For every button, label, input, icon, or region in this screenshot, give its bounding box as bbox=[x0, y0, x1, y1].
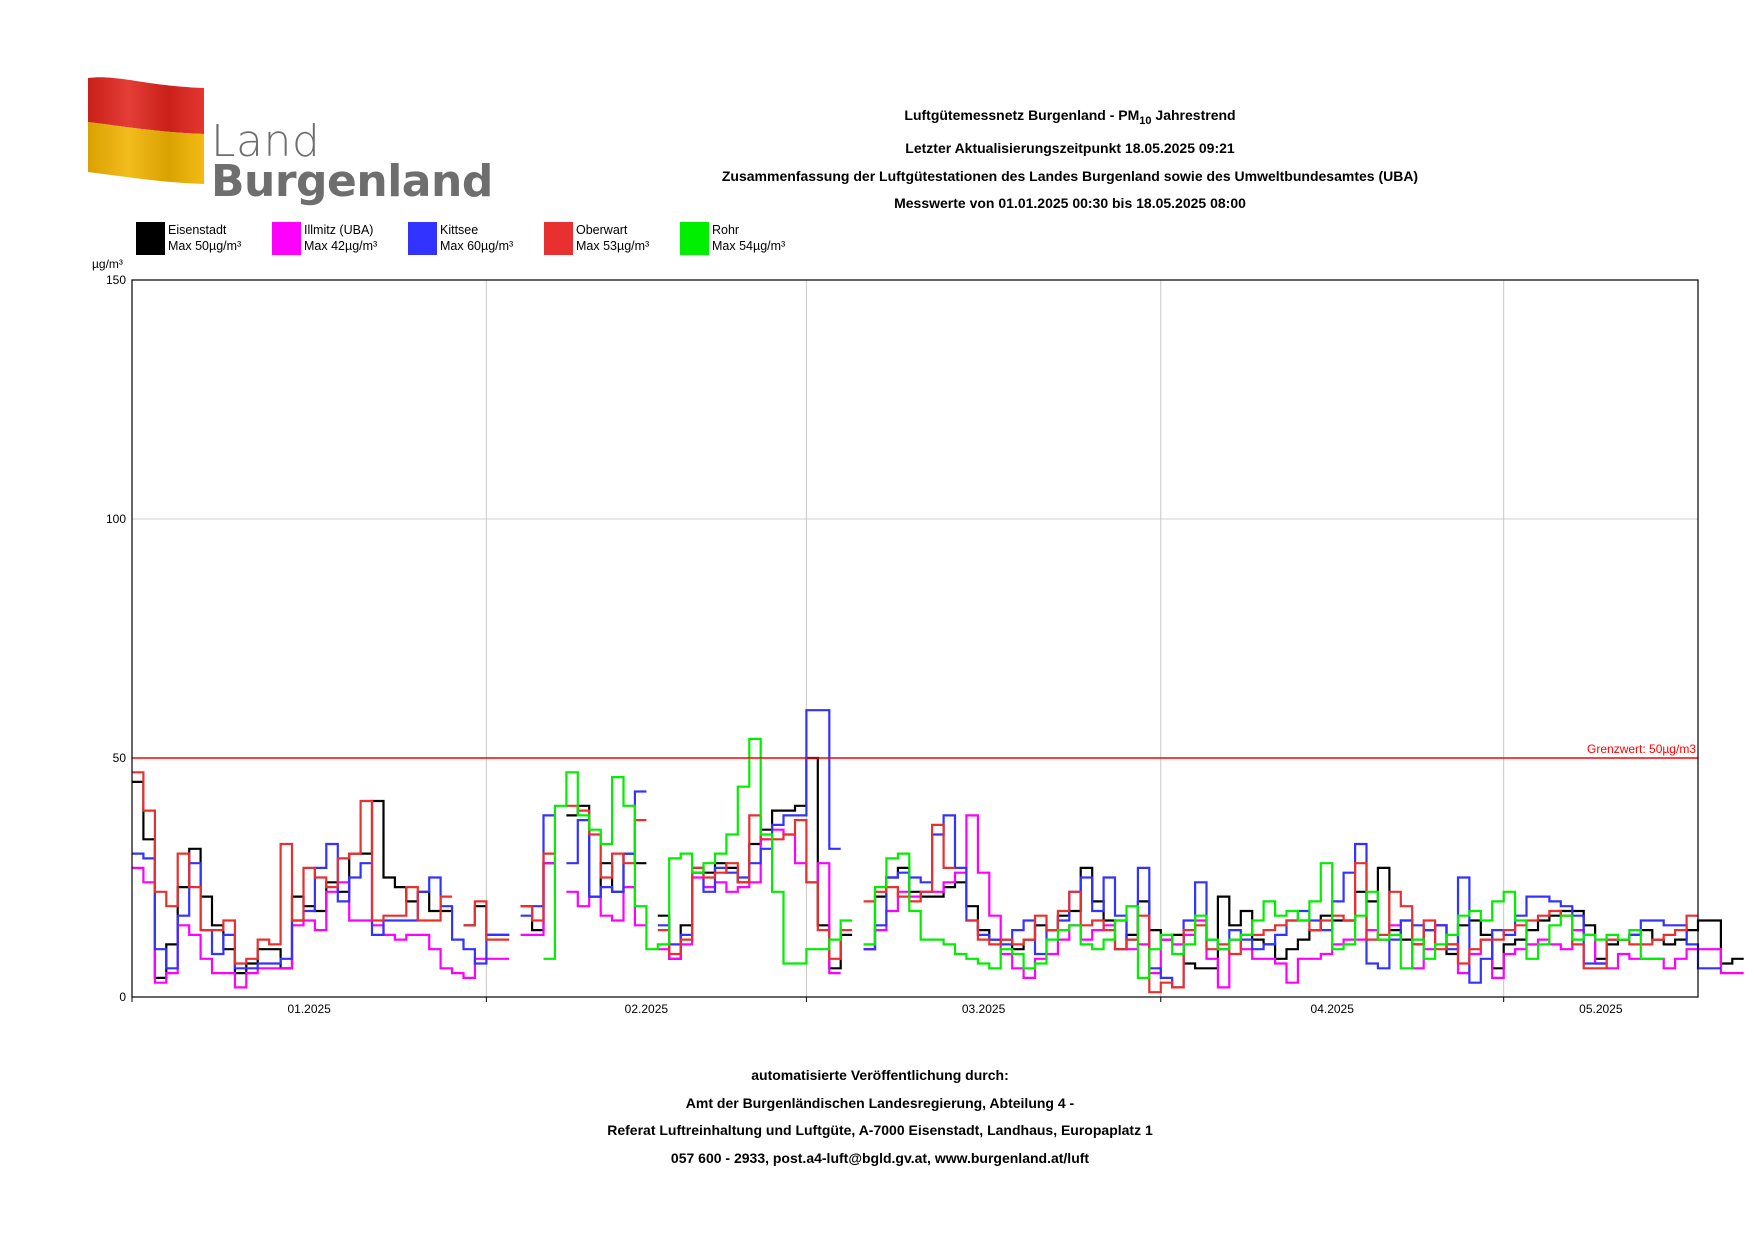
x-tick-label: 05.2025 bbox=[1579, 1002, 1623, 1016]
logo-line1: Land bbox=[211, 116, 321, 167]
footer-line1: automatisierte Veröffentlichung durch: bbox=[751, 1067, 1009, 1083]
legend-swatch bbox=[272, 222, 301, 255]
x-tick-label: 01.2025 bbox=[287, 1002, 331, 1016]
axes: 0 50 100 150 01.2025 02.2025 03.2025 04.2025 05.… bbox=[106, 273, 1699, 1016]
x-tick-label: 02.2025 bbox=[625, 1002, 669, 1016]
measurement-range: Messwerte von 01.01.2025 00:30 bis 18.05… bbox=[894, 195, 1246, 212]
title-prefix: Luftgütemessnetz Burgenland - PM bbox=[904, 107, 1140, 123]
flag-icon bbox=[88, 77, 204, 184]
title-subscript: 10 bbox=[1139, 114, 1152, 127]
series-rohr bbox=[543, 737, 1664, 979]
series-illmitz-uba bbox=[132, 814, 1744, 989]
legend-swatch bbox=[136, 222, 165, 255]
legend-name: Kittsee bbox=[440, 223, 479, 237]
series-oberwart bbox=[132, 771, 1698, 994]
y-tick-label: 100 bbox=[106, 512, 126, 526]
footer-line4: 057 600 - 2933, post.a4-luft@bgld.gv.at,… bbox=[670, 1149, 1090, 1166]
legend-max: Max 53µg/m³ bbox=[576, 239, 650, 253]
series-eisenstadt bbox=[132, 756, 1744, 979]
title-suffix: Jahrestrend bbox=[1151, 107, 1236, 123]
grid bbox=[132, 280, 1698, 997]
footer-line3: Referat Luftreinhaltung und Luftgüte, A-… bbox=[607, 1122, 1153, 1138]
legend-item-rohr: Rohr Max 54µg/m³ bbox=[680, 222, 815, 256]
plot-frame bbox=[131, 279, 1699, 998]
series-kittsee bbox=[132, 709, 1721, 989]
legend-max: Max 54µg/m³ bbox=[712, 239, 786, 253]
report-title: Luftgütemessnetz Burgenland - PM10 Jahre… bbox=[600, 102, 1540, 135]
logo-line2: Burgenland bbox=[211, 156, 493, 207]
legend-max: Max 42µg/m³ bbox=[304, 239, 378, 253]
legend-name: Oberwart bbox=[576, 223, 628, 237]
legend-item-eisenstadt: Eisenstadt Max 50µg/m³ bbox=[136, 222, 271, 256]
legend-swatch bbox=[408, 222, 437, 255]
legend-item-kittsee: Kittsee Max 60µg/m³ bbox=[408, 222, 543, 256]
x-tick-label: 03.2025 bbox=[962, 1002, 1006, 1016]
land-burgenland-logo: Land Burgenland bbox=[86, 76, 493, 207]
y-axis-unit: µg/m³ bbox=[92, 257, 123, 271]
legend-name: Illmitz (UBA) bbox=[304, 223, 374, 237]
y-tick-label: 0 bbox=[119, 990, 126, 1004]
legend-max: Max 60µg/m³ bbox=[440, 239, 514, 253]
y-tick-label: 150 bbox=[106, 273, 126, 287]
threshold-label: Grenzwert: 50µg/m3 bbox=[1587, 742, 1696, 756]
report-footer: automatisierte Veröffentlichung durch: A… bbox=[380, 1062, 1380, 1172]
report-header: Luftgütemessnetz Burgenland - PM10 Jahre… bbox=[600, 102, 1540, 218]
update-timestamp: Letzter Aktualisierungszeitpunkt 18.05.2… bbox=[905, 140, 1235, 157]
threshold: Grenzwert: 50µg/m3 bbox=[132, 742, 1698, 759]
y-tick-label: 50 bbox=[113, 751, 127, 765]
series-lines bbox=[132, 709, 1744, 994]
x-tick-label: 04.2025 bbox=[1311, 1002, 1355, 1016]
legend-swatch bbox=[544, 222, 573, 255]
legend-item-illmitz: Illmitz (UBA) Max 42µg/m³ bbox=[272, 222, 407, 256]
legend-name: Rohr bbox=[712, 223, 740, 237]
legend-name: Eisenstadt bbox=[168, 223, 227, 237]
legend-swatch bbox=[680, 222, 709, 255]
legend-item-oberwart: Oberwart Max 53µg/m³ bbox=[544, 222, 679, 256]
pm10-trend-chart: µg/m³ Grenzwert: 50µg/m3 0 50 100 150 01.202… bbox=[92, 257, 1744, 1016]
footer-line2: Amt der Burgenländischen Landesregierung… bbox=[685, 1094, 1075, 1111]
legend-max: Max 50µg/m³ bbox=[168, 239, 242, 253]
summary-line: Zusammenfassung der Luftgütestationen de… bbox=[721, 167, 1419, 184]
